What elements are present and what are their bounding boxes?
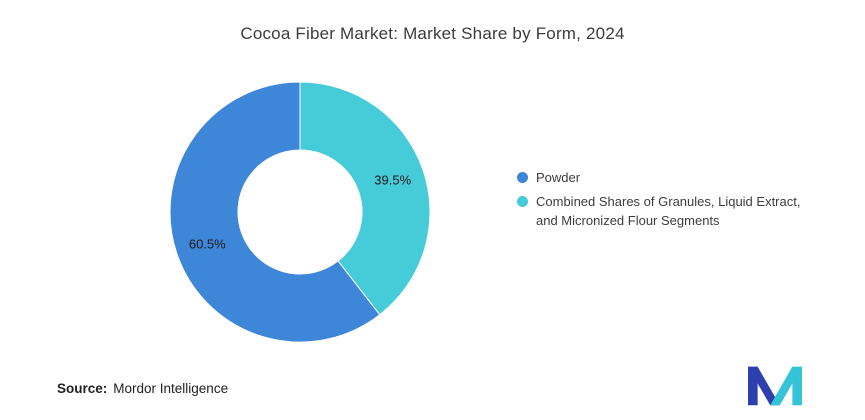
legend-item-powder: Powder	[517, 168, 805, 187]
legend-label: Combined Shares of Granules, Liquid Extr…	[536, 194, 801, 228]
logo-right-bar	[792, 366, 802, 406]
source-label: Source:	[57, 381, 108, 396]
chart-title: Cocoa Fiber Market: Market Share by Form…	[240, 24, 625, 43]
chart-legend: Powder Combined Shares of Granules, Liqu…	[517, 168, 805, 235]
logo-left-diagonal	[748, 366, 780, 406]
legend-swatch-combined	[517, 196, 528, 207]
legend-swatch-powder	[517, 172, 528, 183]
donut-slice	[299, 81, 431, 316]
slice-label: 39.5%	[374, 172, 412, 188]
donut-chart: 39.5% 60.5%	[168, 80, 432, 344]
source-line: Source: Mordor Intelligence	[57, 381, 228, 396]
donut-slice	[169, 81, 381, 343]
slice-label: 60.5%	[188, 236, 226, 252]
legend-item-combined: Combined Shares of Granules, Liquid Extr…	[517, 192, 805, 230]
source-value: Mordor Intelligence	[113, 381, 229, 396]
mordor-intelligence-logo	[748, 366, 802, 406]
legend-label: Powder	[536, 170, 581, 185]
donut-svg	[169, 81, 431, 343]
